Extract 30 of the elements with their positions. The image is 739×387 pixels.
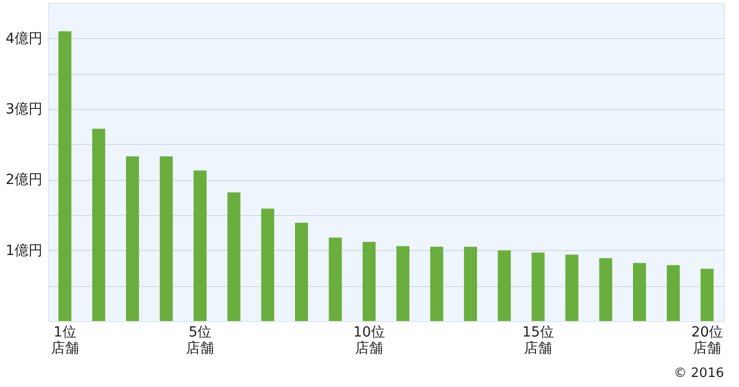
bar [633,263,646,321]
bar [532,252,545,321]
x-tick-label: 1位店舗 [50,324,79,356]
bar [92,128,106,321]
bar [227,192,240,321]
bar [126,156,139,321]
x-tick-label: 15位店舗 [522,324,554,356]
x-tick-label: 5位店舗 [186,324,214,356]
bar [666,265,680,321]
bar [599,258,612,321]
bar [328,238,342,321]
x-tick-label: 10位店舗 [353,324,386,356]
bar [498,250,511,321]
x-tick-label: 20位店舗 [691,324,724,356]
bar [194,170,207,321]
bar [700,268,714,321]
bar [295,222,308,321]
bar [396,246,410,321]
bar [160,156,173,321]
y-tick-label: 3億円 [6,102,42,118]
y-tick-label: 1億円 [6,242,42,259]
bar [58,31,72,321]
bar [430,246,444,321]
bar [464,246,477,321]
bar [362,242,376,321]
y-tick-label: 2億円 [6,172,42,188]
bar [565,254,578,321]
text: © 2016 [674,366,724,381]
bar [261,208,274,321]
y-tick-label: 4億円 [6,30,42,47]
